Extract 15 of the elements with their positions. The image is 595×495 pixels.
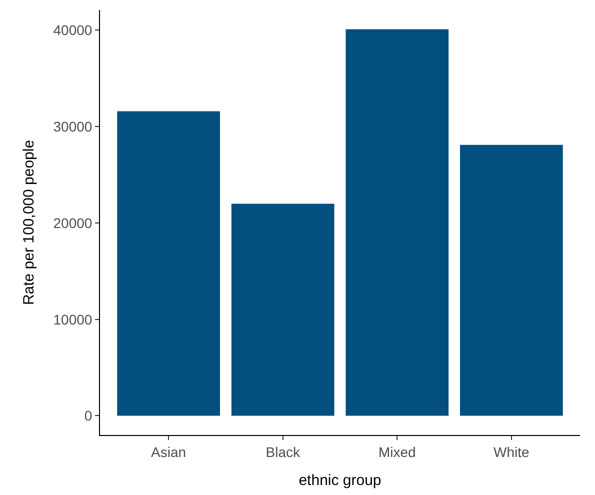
y-axis-title: Rate per 100,000 people	[20, 140, 38, 306]
y-tick-label: 20000	[53, 214, 92, 231]
x-tick-label: Asian	[151, 444, 186, 460]
x-tick-label: Mixed	[378, 444, 416, 460]
bar	[117, 111, 220, 416]
y-tick-label: 30000	[53, 118, 92, 135]
x-axis-title: ethnic group	[298, 472, 382, 489]
y-tick-label: 40000	[53, 22, 92, 38]
x-tick-label: Black	[266, 444, 301, 460]
y-tick-label: 0	[84, 408, 92, 424]
bar	[460, 144, 563, 416]
x-tick-label: White	[494, 444, 530, 460]
bar	[346, 29, 449, 416]
y-tick-label: 10000	[53, 311, 92, 328]
bar	[231, 204, 334, 416]
